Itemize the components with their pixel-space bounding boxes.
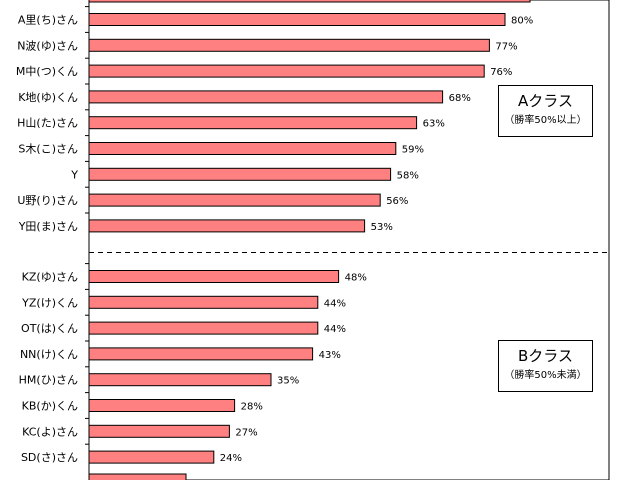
class-a-legend-box: Aクラス （勝率50%以上） <box>498 85 593 137</box>
value-label: 63% <box>423 119 445 130</box>
bar <box>88 13 506 26</box>
category-label: OT(は)くん <box>21 322 78 335</box>
category-label: KZ(ゆ)さん <box>22 271 78 284</box>
value-label: 58% <box>397 170 419 181</box>
category-label: S木(こ)さん <box>18 143 78 156</box>
plot-area-border <box>88 0 610 480</box>
bar <box>88 373 272 387</box>
category-label: N波(ゆ)さん <box>17 39 78 52</box>
bar <box>88 142 397 155</box>
class-a-subtitle: （勝率50%以上） <box>504 115 587 126</box>
bar <box>88 347 314 361</box>
class-b-legend-box: Bクラス （勝率50%未満） <box>498 340 593 392</box>
class-a-title: Aクラス <box>518 92 573 110</box>
bar <box>88 219 366 233</box>
bar <box>88 270 340 283</box>
value-label: 35% <box>277 376 299 387</box>
value-label: 43% <box>319 350 341 361</box>
value-label: 44% <box>324 298 346 309</box>
value-label: 48% <box>345 273 367 284</box>
value-label: 56% <box>386 196 408 207</box>
bar <box>88 424 230 438</box>
value-label: 53% <box>371 222 393 233</box>
category-label: H山(た)さん <box>17 117 78 130</box>
bars-layer: A里(ち)さん 80% N波(ゆ)さん 77% M中(つ)くん 76% K地(ゆ)くん 68%… <box>16 6 533 464</box>
value-label: 80% <box>511 16 533 27</box>
bar <box>88 38 490 52</box>
bar <box>88 193 381 207</box>
category-label: Y <box>70 168 78 181</box>
category-label: M中(つ)くん <box>16 65 78 78</box>
category-label: KB(か)くん <box>22 400 78 413</box>
bar <box>88 295 319 309</box>
bar <box>88 399 236 412</box>
value-label: 24% <box>220 453 242 464</box>
category-label: YZ(け)くん <box>21 296 78 309</box>
bar <box>88 321 319 335</box>
bottom-partial-bar <box>88 473 187 480</box>
value-label: 27% <box>235 427 257 438</box>
bar <box>88 167 392 181</box>
value-label: 68% <box>449 93 471 104</box>
class-b-title: Bクラス <box>518 347 573 365</box>
value-label: 59% <box>402 145 424 156</box>
category-label: A里(ち)さん <box>18 14 78 27</box>
category-label: U野(り)さん <box>17 194 78 207</box>
category-label: KC(よ)さん <box>22 425 78 438</box>
bar <box>88 90 444 104</box>
value-label: 76% <box>490 67 512 78</box>
category-label: K地(ゆ)くん <box>18 91 78 104</box>
category-label: HM(ひ)さん <box>19 374 78 387</box>
category-label: SD(さ)さん <box>21 451 78 464</box>
bar <box>88 116 418 130</box>
bar <box>88 450 215 464</box>
value-label: 77% <box>495 41 517 52</box>
class-b-subtitle: （勝率50%未満） <box>504 370 587 381</box>
category-label: NN(け)くん <box>20 348 78 361</box>
value-label: 44% <box>324 324 346 335</box>
bar <box>88 64 485 78</box>
top-partial-bar <box>88 0 531 3</box>
value-label: 28% <box>241 402 263 413</box>
category-label: Y田(ま)さん <box>18 220 78 233</box>
